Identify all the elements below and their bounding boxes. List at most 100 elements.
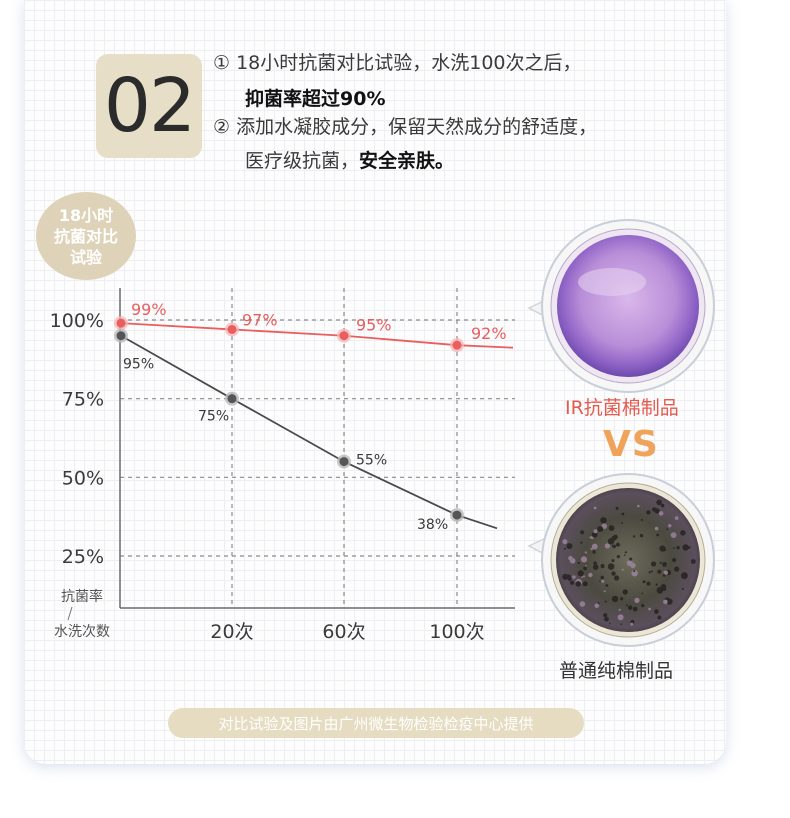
y-tick-label: 25% (62, 546, 104, 568)
versus-label: VS (603, 424, 659, 465)
highlight-antibacterial-rate: 抑菌率超过90% (245, 88, 386, 110)
bacteria-speck (597, 526, 604, 533)
data-label-plain-cotton: 75% (198, 409, 229, 425)
bacteria-speck (651, 561, 657, 567)
bacteria-speck (660, 584, 667, 590)
axis-title-divider (67, 606, 73, 621)
bacteria-speck (654, 526, 659, 531)
bacteria-speck (594, 603, 600, 608)
bacteria-speck (611, 544, 614, 547)
ir-cotton-label: IR抗菌棉制品 (565, 397, 679, 419)
y-axis-title: 抗菌率 (61, 588, 103, 605)
bacteria-speck (584, 551, 587, 554)
bacteria-speck (680, 530, 686, 536)
bacteria-speck (609, 622, 611, 625)
bacteria-speck (585, 565, 587, 567)
bacteria-speck (605, 584, 609, 587)
data-point-plain-cotton (227, 394, 237, 404)
bacteria-speck (620, 623, 622, 625)
bacteria-speck (577, 570, 584, 577)
bacteria-speck (632, 535, 636, 538)
x-tick-label: 100次 (429, 621, 484, 643)
bacteria-speck (562, 539, 568, 545)
bacteria-speck (607, 538, 615, 545)
bacteria-speck (618, 608, 621, 611)
test-badge-line-1: 18小时 (58, 205, 114, 225)
bacteria-speck (629, 557, 633, 561)
bacteria-speck (687, 546, 691, 549)
bacteria-speck (654, 508, 660, 514)
bacteria-speck (674, 566, 680, 572)
bacteria-speck (611, 559, 615, 563)
bacteria-speck (690, 559, 696, 564)
bacteria-speck (616, 555, 621, 559)
x-tick-label: 60次 (322, 621, 365, 643)
x-tick-label: 20次 (210, 621, 253, 643)
bacteria-speck (617, 614, 624, 621)
data-label-plain-cotton: 55% (356, 453, 387, 469)
bacteria-speck (654, 609, 659, 614)
bacteria-speck (676, 546, 680, 550)
bacteria-speck (648, 607, 651, 611)
bacteria-speck (607, 563, 615, 570)
bacteria-speck (623, 554, 626, 556)
bacteria-speck (563, 547, 566, 550)
bacteria-speck (603, 613, 608, 618)
test-badge-line-3: 试验 (69, 247, 102, 267)
bacteria-speck (626, 604, 628, 607)
bacteria-speck (630, 562, 636, 569)
bacteria-speck (591, 543, 598, 550)
bacteria-speck (604, 600, 607, 603)
y-tick-label: 100% (50, 310, 104, 332)
bacteria-speck (624, 551, 627, 554)
bacteria-speck (580, 541, 583, 544)
bacteria-speck (666, 528, 669, 531)
bacteria-speck (614, 575, 620, 581)
ir-cotton-dish (527, 219, 715, 393)
bacteria-speck (621, 522, 623, 524)
bacteria-speck (646, 581, 651, 586)
bacteria-speck (572, 575, 576, 579)
bacteria-speck (655, 583, 658, 586)
bacteria-speck (600, 575, 604, 580)
bacteria-speck (668, 524, 672, 528)
data-point-plain-cotton (452, 510, 462, 520)
bacteria-speck (632, 606, 638, 612)
bacteria-speck (648, 571, 651, 574)
bacteria-speck (583, 575, 585, 578)
bacteria-speck (641, 604, 645, 608)
data-label-ir-cotton: 92% (471, 324, 507, 343)
plain-cotton-dish (527, 473, 715, 647)
data-label-ir-cotton: 97% (242, 310, 278, 329)
bacteria-speck (579, 601, 586, 607)
bacteria-speck (592, 564, 599, 570)
bacteria-speck (611, 571, 616, 576)
bacteria-speck (621, 512, 625, 516)
bacteria-speck (580, 530, 585, 535)
bacteria-speck (681, 572, 688, 580)
bacteria-speck (580, 556, 588, 563)
bacteria-speck (590, 547, 593, 551)
bacteria-speck (642, 580, 646, 584)
bacteria-speck (631, 570, 638, 577)
bacteria-speck (620, 597, 624, 601)
data-point-plain-cotton (339, 457, 349, 467)
y-tick-label: 75% (62, 389, 104, 411)
bacteria-speck (657, 615, 662, 620)
bacteria-speck (600, 517, 607, 524)
data-point-ir-cotton (227, 324, 237, 334)
bacteria-speck (595, 532, 598, 535)
bacteria-speck (601, 523, 607, 529)
data-point-ir-cotton (116, 318, 126, 328)
data-point-ir-cotton (339, 331, 349, 341)
bacteria-speck (599, 580, 601, 582)
bacteria-speck (608, 525, 615, 531)
bacteria-speck (583, 566, 587, 571)
bacteria-speck (593, 506, 597, 510)
bacteria-speck (630, 622, 634, 626)
bacteria-speck (611, 595, 619, 603)
bacteria-speck (566, 543, 573, 550)
bacteria-speck (627, 605, 633, 610)
